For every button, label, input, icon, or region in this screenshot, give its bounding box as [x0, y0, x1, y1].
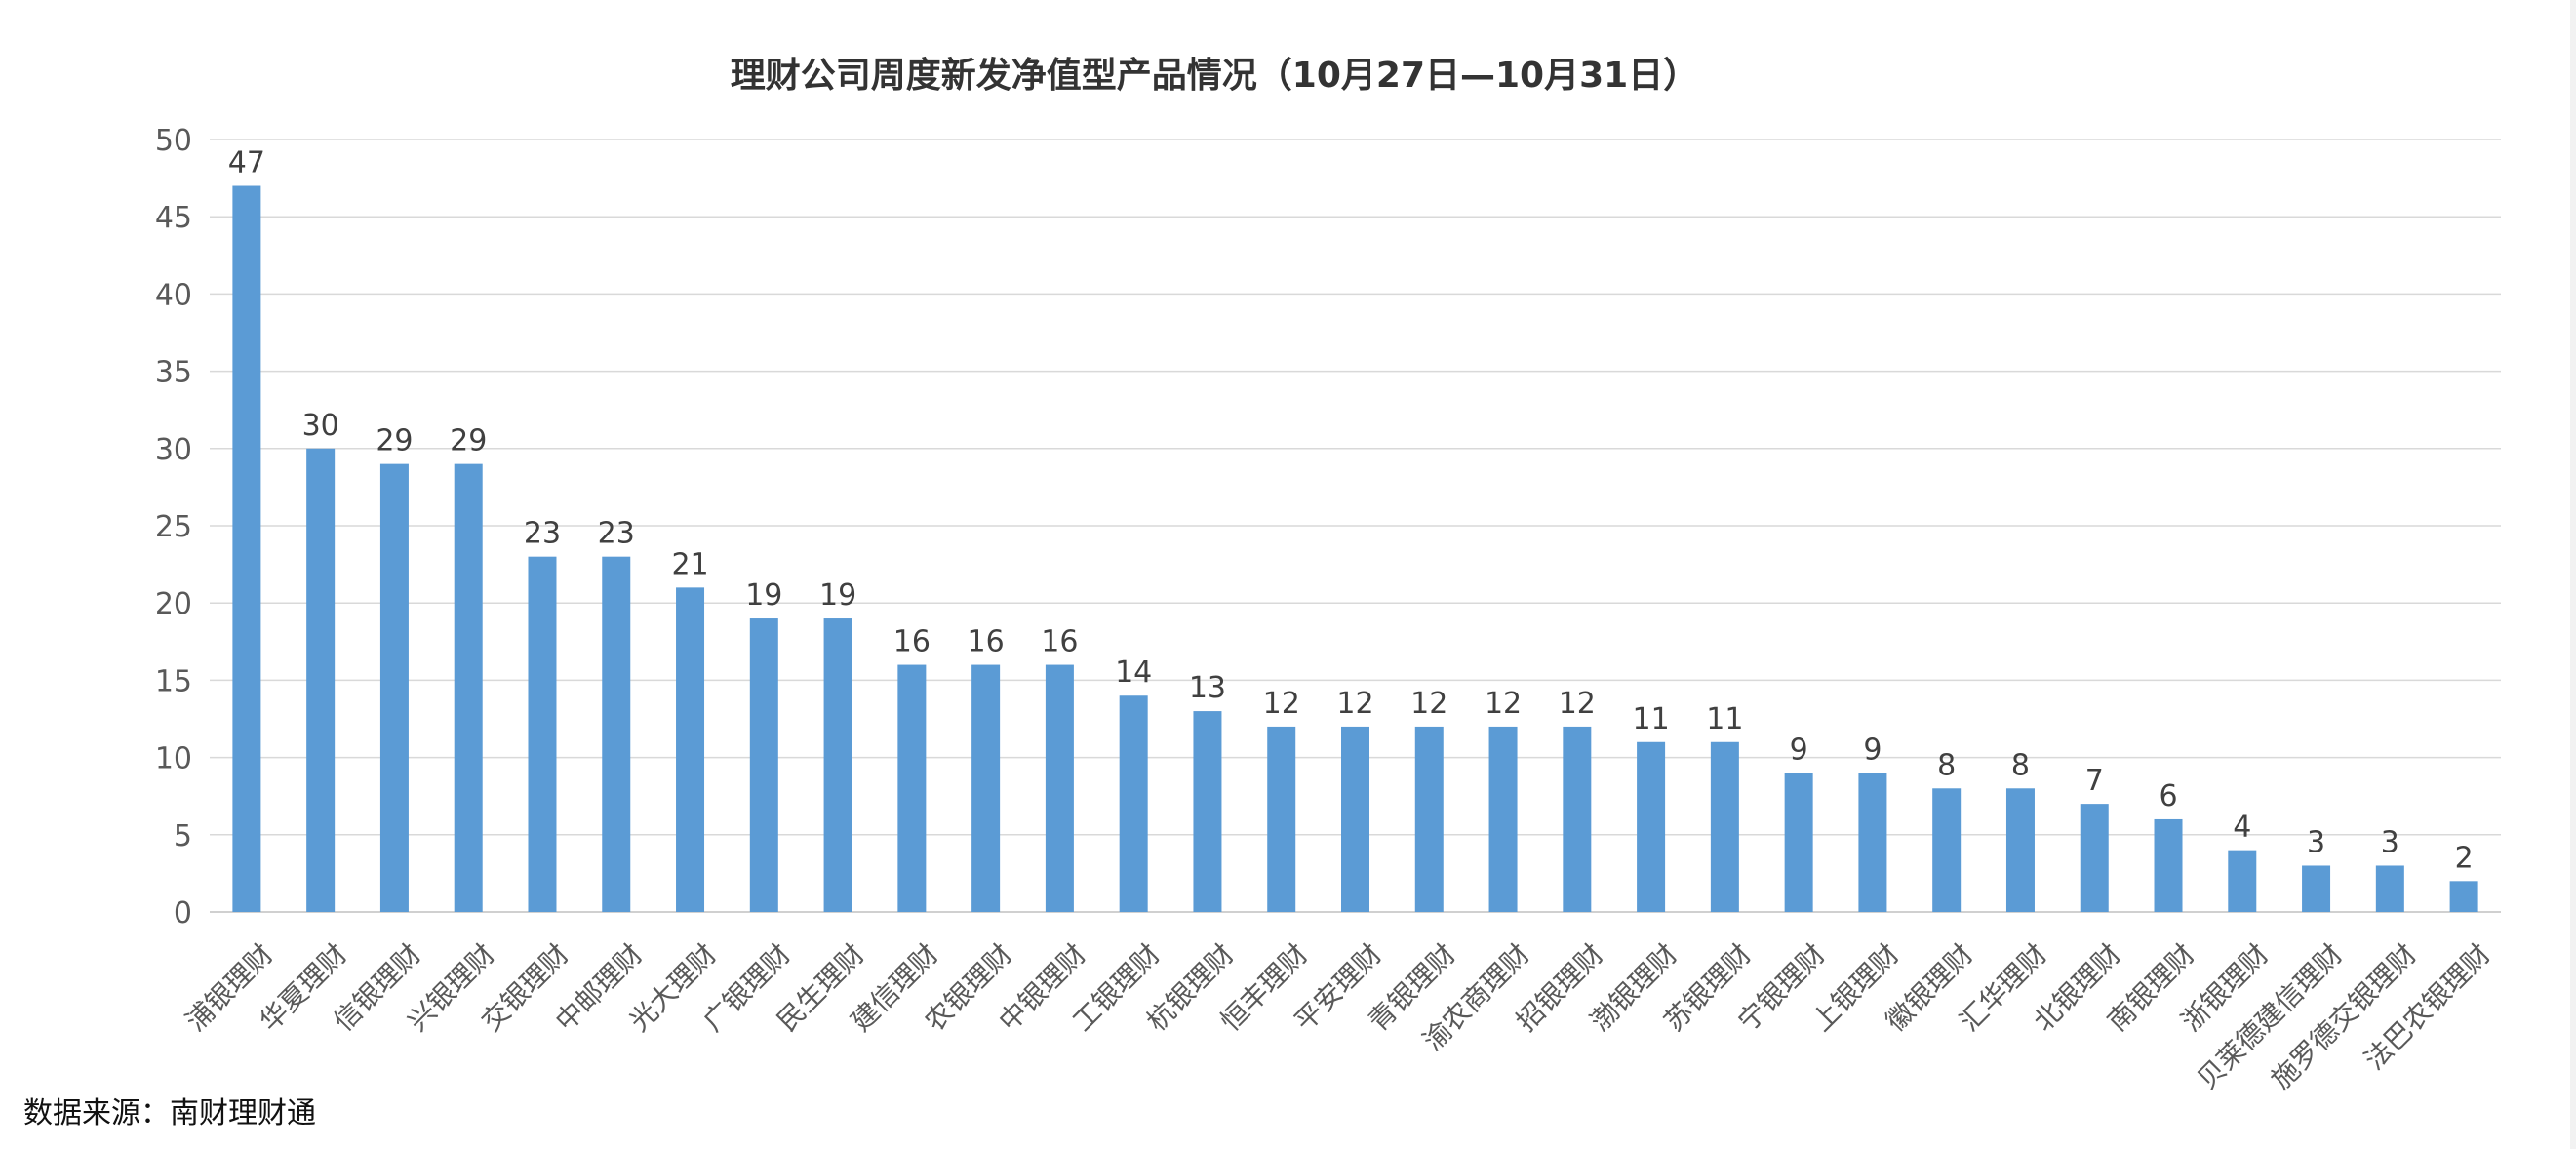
bar: [454, 463, 483, 912]
chart-title: 理财公司周度新发净值型产品情况（10月27日—10月31日）: [730, 56, 1699, 96]
data-label: 12: [1336, 687, 1373, 721]
y-tick-label: 15: [155, 664, 192, 698]
data-label: 23: [524, 517, 561, 551]
data-label: 12: [1559, 687, 1596, 721]
bar: [823, 618, 852, 912]
data-label: 12: [1485, 687, 1522, 721]
data-label: 13: [1189, 671, 1226, 705]
y-tick-label: 5: [174, 819, 192, 853]
data-label: 47: [228, 146, 265, 180]
bar: [379, 463, 409, 912]
data-label: 30: [302, 409, 339, 443]
bar: [1637, 741, 1666, 912]
data-label: 9: [1790, 733, 1808, 767]
data-label: 3: [2307, 825, 2325, 859]
data-label: 12: [1410, 687, 1447, 721]
y-tick-label: 10: [155, 742, 192, 776]
data-label: 8: [1937, 748, 1956, 782]
bar: [2154, 818, 2183, 912]
bar: [1193, 711, 1222, 912]
bar: [1710, 741, 1739, 912]
bar: [1414, 726, 1444, 912]
y-tick-label: 25: [155, 510, 192, 544]
bar: [232, 185, 261, 912]
bar: [2302, 865, 2331, 912]
data-label: 14: [1115, 655, 1152, 690]
source-note: 数据来源：南财理财通: [23, 1096, 316, 1130]
data-label: 16: [893, 625, 931, 659]
bar: [1341, 726, 1369, 912]
bar: [1563, 726, 1592, 912]
bar: [1267, 726, 1296, 912]
data-label: 2: [2455, 841, 2474, 875]
bar: [749, 618, 778, 912]
bar: [1784, 773, 1813, 912]
bar: [2375, 865, 2404, 912]
data-label: 23: [598, 517, 635, 551]
bar: [897, 664, 927, 912]
data-label: 29: [376, 424, 413, 458]
data-label: 29: [450, 424, 487, 458]
data-label: 16: [1041, 625, 1078, 659]
data-label: 4: [2233, 811, 2251, 845]
data-label: 12: [1263, 687, 1300, 721]
data-label: 11: [1706, 702, 1743, 736]
y-tick-label: 45: [155, 201, 192, 235]
bar: [1858, 773, 1887, 912]
data-label: 7: [2085, 764, 2104, 798]
data-label: 3: [2381, 825, 2399, 859]
data-label: 11: [1633, 702, 1670, 736]
bar: [2080, 804, 2109, 912]
data-label: 9: [1863, 733, 1882, 767]
bar: [2005, 788, 2035, 912]
y-tick-label: 30: [155, 433, 192, 467]
y-tick-label: 50: [155, 124, 192, 158]
bar: [602, 556, 631, 912]
y-tick-label: 35: [155, 356, 192, 390]
y-tick-label: 20: [155, 587, 192, 621]
bar: [2228, 850, 2257, 912]
data-label: 16: [968, 625, 1005, 659]
y-tick-label: 40: [155, 278, 192, 312]
bar: [1932, 788, 1962, 912]
bar: [2449, 881, 2478, 912]
bar: [1045, 664, 1074, 912]
data-label: 19: [819, 578, 856, 613]
bar: [1488, 726, 1518, 912]
window-edge: [2570, 0, 2576, 1149]
data-label: 19: [745, 578, 782, 613]
bar: [971, 664, 1001, 912]
bar: [676, 587, 705, 912]
bar: [306, 448, 336, 912]
data-label: 8: [2011, 748, 2030, 782]
bar: [528, 556, 557, 912]
y-tick-label: 0: [174, 896, 192, 931]
bar: [1119, 695, 1148, 912]
data-label: 6: [2159, 779, 2177, 813]
data-label: 21: [671, 547, 708, 581]
